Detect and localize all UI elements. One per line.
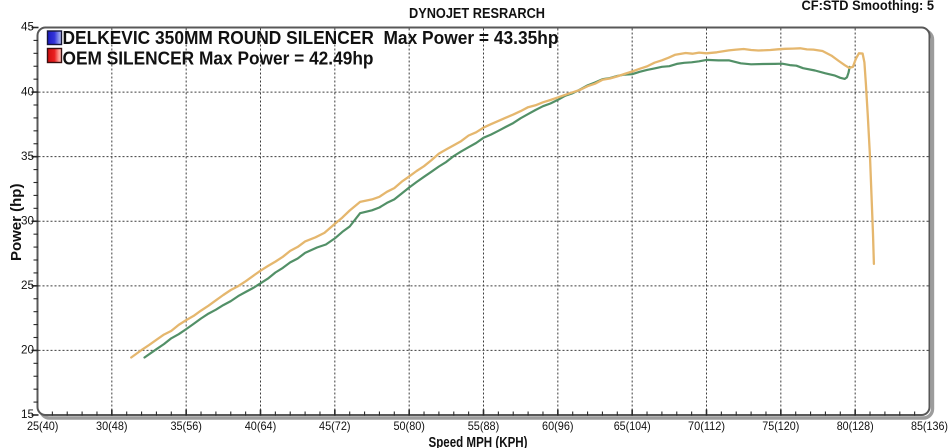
svg-text:45: 45 xyxy=(21,22,34,34)
svg-text:30(48): 30(48) xyxy=(96,419,128,433)
svg-text:25(40): 25(40) xyxy=(27,419,59,433)
svg-text:OEM SILENCER Max Power = 42.49: OEM SILENCER Max Power = 42.49hp xyxy=(63,49,374,69)
svg-text:DELKEVIC 350MM ROUND SILENCER: DELKEVIC 350MM ROUND SILENCER Max Power … xyxy=(63,28,559,48)
svg-text:DYNOJET RESRARCH: DYNOJET RESRARCH xyxy=(409,6,545,22)
svg-text:15: 15 xyxy=(21,409,34,421)
svg-text:65(104): 65(104) xyxy=(614,419,651,433)
svg-text:40: 40 xyxy=(21,86,34,98)
svg-text:50(80): 50(80) xyxy=(393,419,425,433)
svg-text:80(128): 80(128) xyxy=(837,419,874,433)
svg-text:20: 20 xyxy=(21,345,34,357)
svg-text:25: 25 xyxy=(21,280,34,292)
svg-text:85(136): 85(136) xyxy=(911,419,948,433)
svg-text:30: 30 xyxy=(21,215,34,227)
svg-text:Power (hp): Power (hp) xyxy=(8,184,25,262)
svg-text:40(64): 40(64) xyxy=(245,419,277,433)
svg-text:75(120): 75(120) xyxy=(762,419,799,433)
svg-text:Speed MPH (KPH): Speed MPH (KPH) xyxy=(429,435,528,448)
svg-text:35: 35 xyxy=(21,151,34,163)
svg-text:45(72): 45(72) xyxy=(319,419,351,433)
svg-text:70(112): 70(112) xyxy=(688,419,725,433)
svg-text:55(88): 55(88) xyxy=(468,419,500,433)
svg-text:60(96): 60(96) xyxy=(542,419,574,433)
svg-text:CF:STD Smoothing: 5: CF:STD Smoothing: 5 xyxy=(802,0,935,13)
svg-text:35(56): 35(56) xyxy=(170,419,202,433)
